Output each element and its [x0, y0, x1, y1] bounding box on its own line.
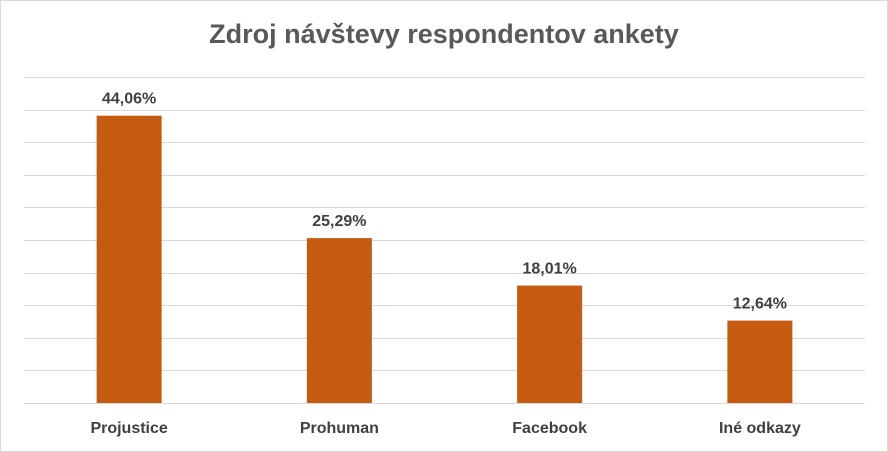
- data-label: 44,06%: [102, 91, 156, 108]
- chart-title: Zdroj návštevy respondentov ankety: [209, 19, 679, 49]
- category-label: Prohuman: [300, 420, 379, 437]
- data-label: 25,29%: [312, 213, 366, 230]
- bar-prohuman: [306, 238, 372, 403]
- value-labels: 44,06% 25,29% 18,01% 12,64%: [102, 91, 787, 313]
- data-label: 18,01%: [522, 261, 576, 278]
- gridlines: [24, 77, 865, 404]
- category-label: Iné odkazy: [719, 420, 801, 437]
- bars: [96, 115, 793, 404]
- category-label: Facebook: [512, 420, 587, 437]
- bar-facebook: [517, 285, 583, 403]
- bar-projustice: [96, 115, 162, 404]
- bar-iné-odkazy: [727, 320, 793, 403]
- data-label: 12,64%: [733, 296, 787, 313]
- category-labels: Projustice Prohuman Facebook Iné odkazy: [90, 420, 800, 437]
- category-label: Projustice: [90, 420, 167, 437]
